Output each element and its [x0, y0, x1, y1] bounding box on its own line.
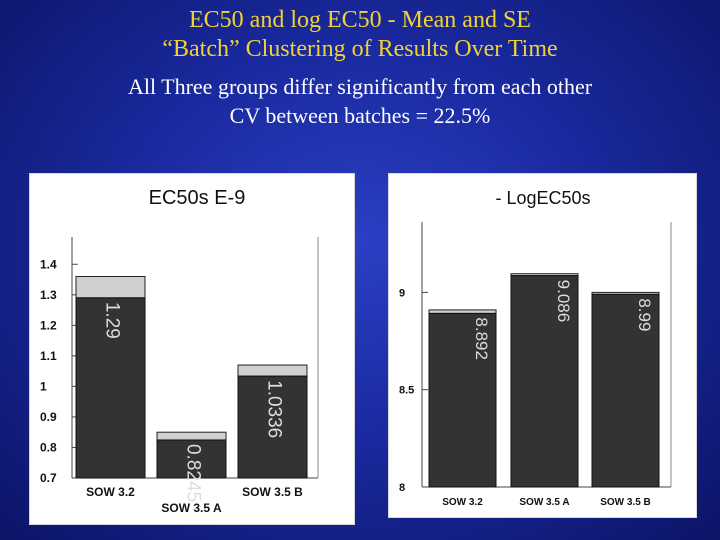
ec50-chart-panel: EC50s E-9 0.7 0.8 0.9 1 1.1 1.2 1.3 1.4 1.29 SOW 3…: [30, 174, 354, 524]
y-tick-label: 0.8: [40, 440, 57, 454]
bar: [591, 293, 660, 488]
y-tick-label: 1.4: [40, 257, 57, 271]
y-tick-label: 8: [399, 482, 405, 494]
bar-value-label: 1.0336: [263, 380, 284, 438]
y-tick-label: 1.1: [40, 349, 57, 363]
bar-value-label: 8.892: [472, 317, 491, 360]
bar: [428, 312, 497, 488]
bar: [237, 375, 308, 479]
y-tick-label: 0.9: [40, 410, 57, 424]
y-tick-label: 1.2: [40, 318, 57, 332]
se-bar: [75, 275, 146, 299]
log-ec50-chart-panel: - LogEC50s 8 8.5 9 8.892 SOW 3.2 9.086 SOW 3.5 …: [389, 174, 696, 517]
bar: [510, 275, 579, 488]
ec50-bar-chart: EC50s E-9 0.7 0.8 0.9 1 1.1 1.2 1.3 1.4 1.29 SOW 3…: [40, 187, 319, 515]
x-category-label: SOW 3.2: [442, 497, 483, 508]
chart-title: - LogEC50s: [495, 188, 590, 208]
x-category-label: SOW 3.2: [86, 485, 135, 499]
x-category-label: SOW 3.5 A: [161, 501, 222, 515]
bar-value-label: 8.99: [635, 298, 654, 331]
y-tick-label: 0.7: [40, 471, 57, 485]
y-tick-label: 9: [399, 287, 405, 299]
slide-title-line-1: EC50 and log EC50 - Mean and SE: [189, 7, 531, 33]
bar: [75, 297, 146, 479]
y-tick-label: 8.5: [399, 385, 414, 397]
log-ec50-bar-chart: - LogEC50s 8 8.5 9 8.892 SOW 3.2 9.086 SOW 3.5 …: [399, 188, 672, 508]
y-tick-label: 1.3: [40, 288, 57, 302]
x-category-label: SOW 3.5 B: [242, 485, 303, 499]
x-category-label: SOW 3.5 A: [519, 497, 569, 508]
slide-subtitle-line-2: CV between batches = 22.5%: [229, 103, 491, 128]
bar: [156, 439, 227, 479]
bar-value-label: 9.086: [554, 280, 573, 323]
se-bar: [237, 364, 308, 377]
se-bar: [156, 431, 227, 441]
se-bar: [428, 309, 497, 314]
x-category-label: SOW 3.5 B: [600, 497, 651, 508]
slide-title-line-2: “Batch” Clustering of Results Over Time: [162, 36, 558, 62]
bar-value-label: 0.8245: [182, 444, 203, 502]
slide-subtitle-line-1: All Three groups differ significantly fr…: [127, 74, 593, 99]
bar-value-label: 1.29: [101, 302, 122, 339]
chart-title: EC50s E-9: [149, 187, 246, 209]
y-tick-label: 1: [40, 379, 47, 393]
